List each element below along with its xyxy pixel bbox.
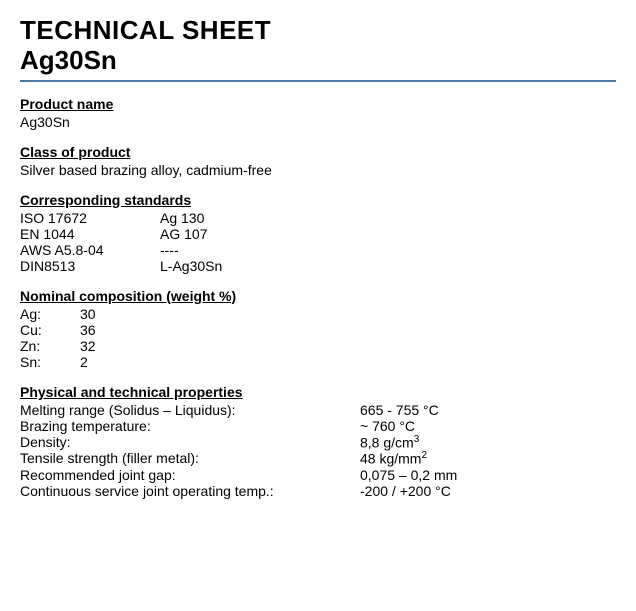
composition-element: Zn: <box>20 338 80 354</box>
heading-standards: Corresponding standards <box>20 192 616 208</box>
composition-row: Zn:32 <box>20 338 616 354</box>
title-sub: Ag30Sn <box>20 46 616 76</box>
standards-name: EN 1044 <box>20 226 160 242</box>
section-standards: Corresponding standards ISO 17672Ag 130E… <box>20 192 616 274</box>
composition-percent: 36 <box>80 322 96 338</box>
standards-name: AWS A5.8-04 <box>20 242 160 258</box>
title-main: TECHNICAL SHEET <box>20 16 616 46</box>
property-row: Continuous service joint operating temp.… <box>20 483 616 499</box>
heading-properties: Physical and technical properties <box>20 384 616 400</box>
standards-row: EN 1044AG 107 <box>20 226 616 242</box>
composition-row: Cu:36 <box>20 322 616 338</box>
value-product-name: Ag30Sn <box>20 114 616 130</box>
property-value: -200 / +200 °C <box>360 483 451 499</box>
standards-value: Ag 130 <box>160 210 204 226</box>
property-row: Brazing temperature:~ 760 °C <box>20 418 616 434</box>
section-composition: Nominal composition (weight %) Ag:30Cu:3… <box>20 288 616 370</box>
composition-percent: 30 <box>80 306 96 322</box>
property-value: 8,8 g/cm3 <box>360 434 419 451</box>
heading-composition: Nominal composition (weight %) <box>20 288 616 304</box>
property-row: Recommended joint gap:0,075 – 0,2 mm <box>20 467 616 483</box>
standards-row: DIN8513L-Ag30Sn <box>20 258 616 274</box>
property-value: 48 kg/mm2 <box>360 450 427 467</box>
property-label: Density: <box>20 434 360 451</box>
property-value: 665 - 755 °C <box>360 402 439 418</box>
composition-percent: 2 <box>80 354 88 370</box>
heading-class-of-product: Class of product <box>20 144 616 160</box>
property-row: Tensile strength (filler metal):48 kg/mm… <box>20 450 616 467</box>
section-class-of-product: Class of product Silver based brazing al… <box>20 144 616 178</box>
section-product-name: Product name Ag30Sn <box>20 96 616 130</box>
composition-element: Sn: <box>20 354 80 370</box>
property-row: Melting range (Solidus – Liquidus):665 -… <box>20 402 616 418</box>
standards-row: AWS A5.8-04---- <box>20 242 616 258</box>
composition-element: Ag: <box>20 306 80 322</box>
property-row: Density:8,8 g/cm3 <box>20 434 616 451</box>
property-value-sup: 3 <box>414 434 420 445</box>
property-value: 0,075 – 0,2 mm <box>360 467 457 483</box>
composition-row: Ag:30 <box>20 306 616 322</box>
property-value-sup: 2 <box>421 450 427 461</box>
composition-element: Cu: <box>20 322 80 338</box>
standards-value: AG 107 <box>160 226 207 242</box>
heading-product-name: Product name <box>20 96 616 112</box>
composition-row: Sn:2 <box>20 354 616 370</box>
property-label: Recommended joint gap: <box>20 467 360 483</box>
standards-value: L-Ag30Sn <box>160 258 222 274</box>
section-properties: Physical and technical properties Meltin… <box>20 384 616 499</box>
property-value: ~ 760 °C <box>360 418 415 434</box>
property-label: Continuous service joint operating temp.… <box>20 483 360 499</box>
property-label: Brazing temperature: <box>20 418 360 434</box>
standards-name: ISO 17672 <box>20 210 160 226</box>
composition-percent: 32 <box>80 338 96 354</box>
property-label: Tensile strength (filler metal): <box>20 450 360 467</box>
standards-name: DIN8513 <box>20 258 160 274</box>
standards-row: ISO 17672Ag 130 <box>20 210 616 226</box>
standards-value: ---- <box>160 242 179 258</box>
value-class-of-product: Silver based brazing alloy, cadmium-free <box>20 162 616 178</box>
property-label: Melting range (Solidus – Liquidus): <box>20 402 360 418</box>
title-block: TECHNICAL SHEET Ag30Sn <box>20 16 616 82</box>
